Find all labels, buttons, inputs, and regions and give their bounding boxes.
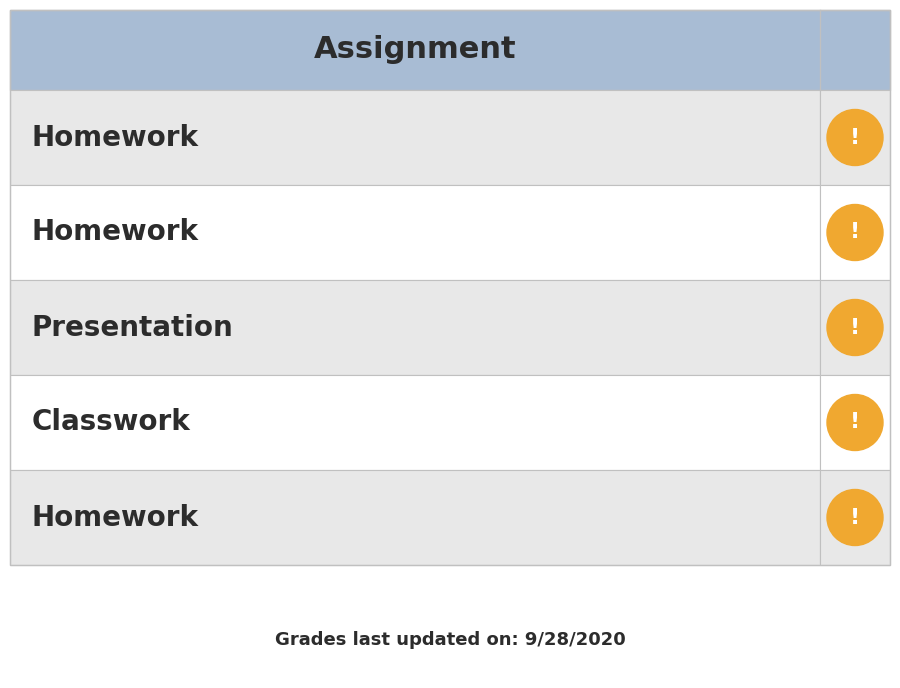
FancyBboxPatch shape [10, 470, 820, 565]
FancyBboxPatch shape [10, 90, 820, 185]
Ellipse shape [827, 204, 883, 261]
Text: Assignment: Assignment [314, 36, 517, 65]
FancyBboxPatch shape [820, 280, 890, 375]
FancyBboxPatch shape [10, 185, 820, 280]
Text: !: ! [850, 508, 860, 528]
FancyBboxPatch shape [820, 470, 890, 565]
Text: !: ! [850, 413, 860, 433]
Text: Grades last updated on: 9/28/2020: Grades last updated on: 9/28/2020 [274, 631, 626, 649]
Text: Homework: Homework [32, 504, 199, 532]
Text: Classwork: Classwork [32, 409, 191, 436]
Ellipse shape [827, 394, 883, 451]
Ellipse shape [827, 299, 883, 356]
Text: Homework: Homework [32, 219, 199, 246]
FancyBboxPatch shape [820, 375, 890, 470]
FancyBboxPatch shape [10, 375, 820, 470]
FancyBboxPatch shape [10, 10, 890, 90]
FancyBboxPatch shape [820, 90, 890, 185]
Text: Homework: Homework [32, 124, 199, 151]
FancyBboxPatch shape [10, 280, 820, 375]
Ellipse shape [827, 109, 883, 166]
Text: !: ! [850, 317, 860, 338]
Text: Presentation: Presentation [32, 314, 234, 341]
Text: !: ! [850, 222, 860, 242]
Text: !: ! [850, 127, 860, 147]
Ellipse shape [827, 489, 883, 546]
FancyBboxPatch shape [820, 185, 890, 280]
